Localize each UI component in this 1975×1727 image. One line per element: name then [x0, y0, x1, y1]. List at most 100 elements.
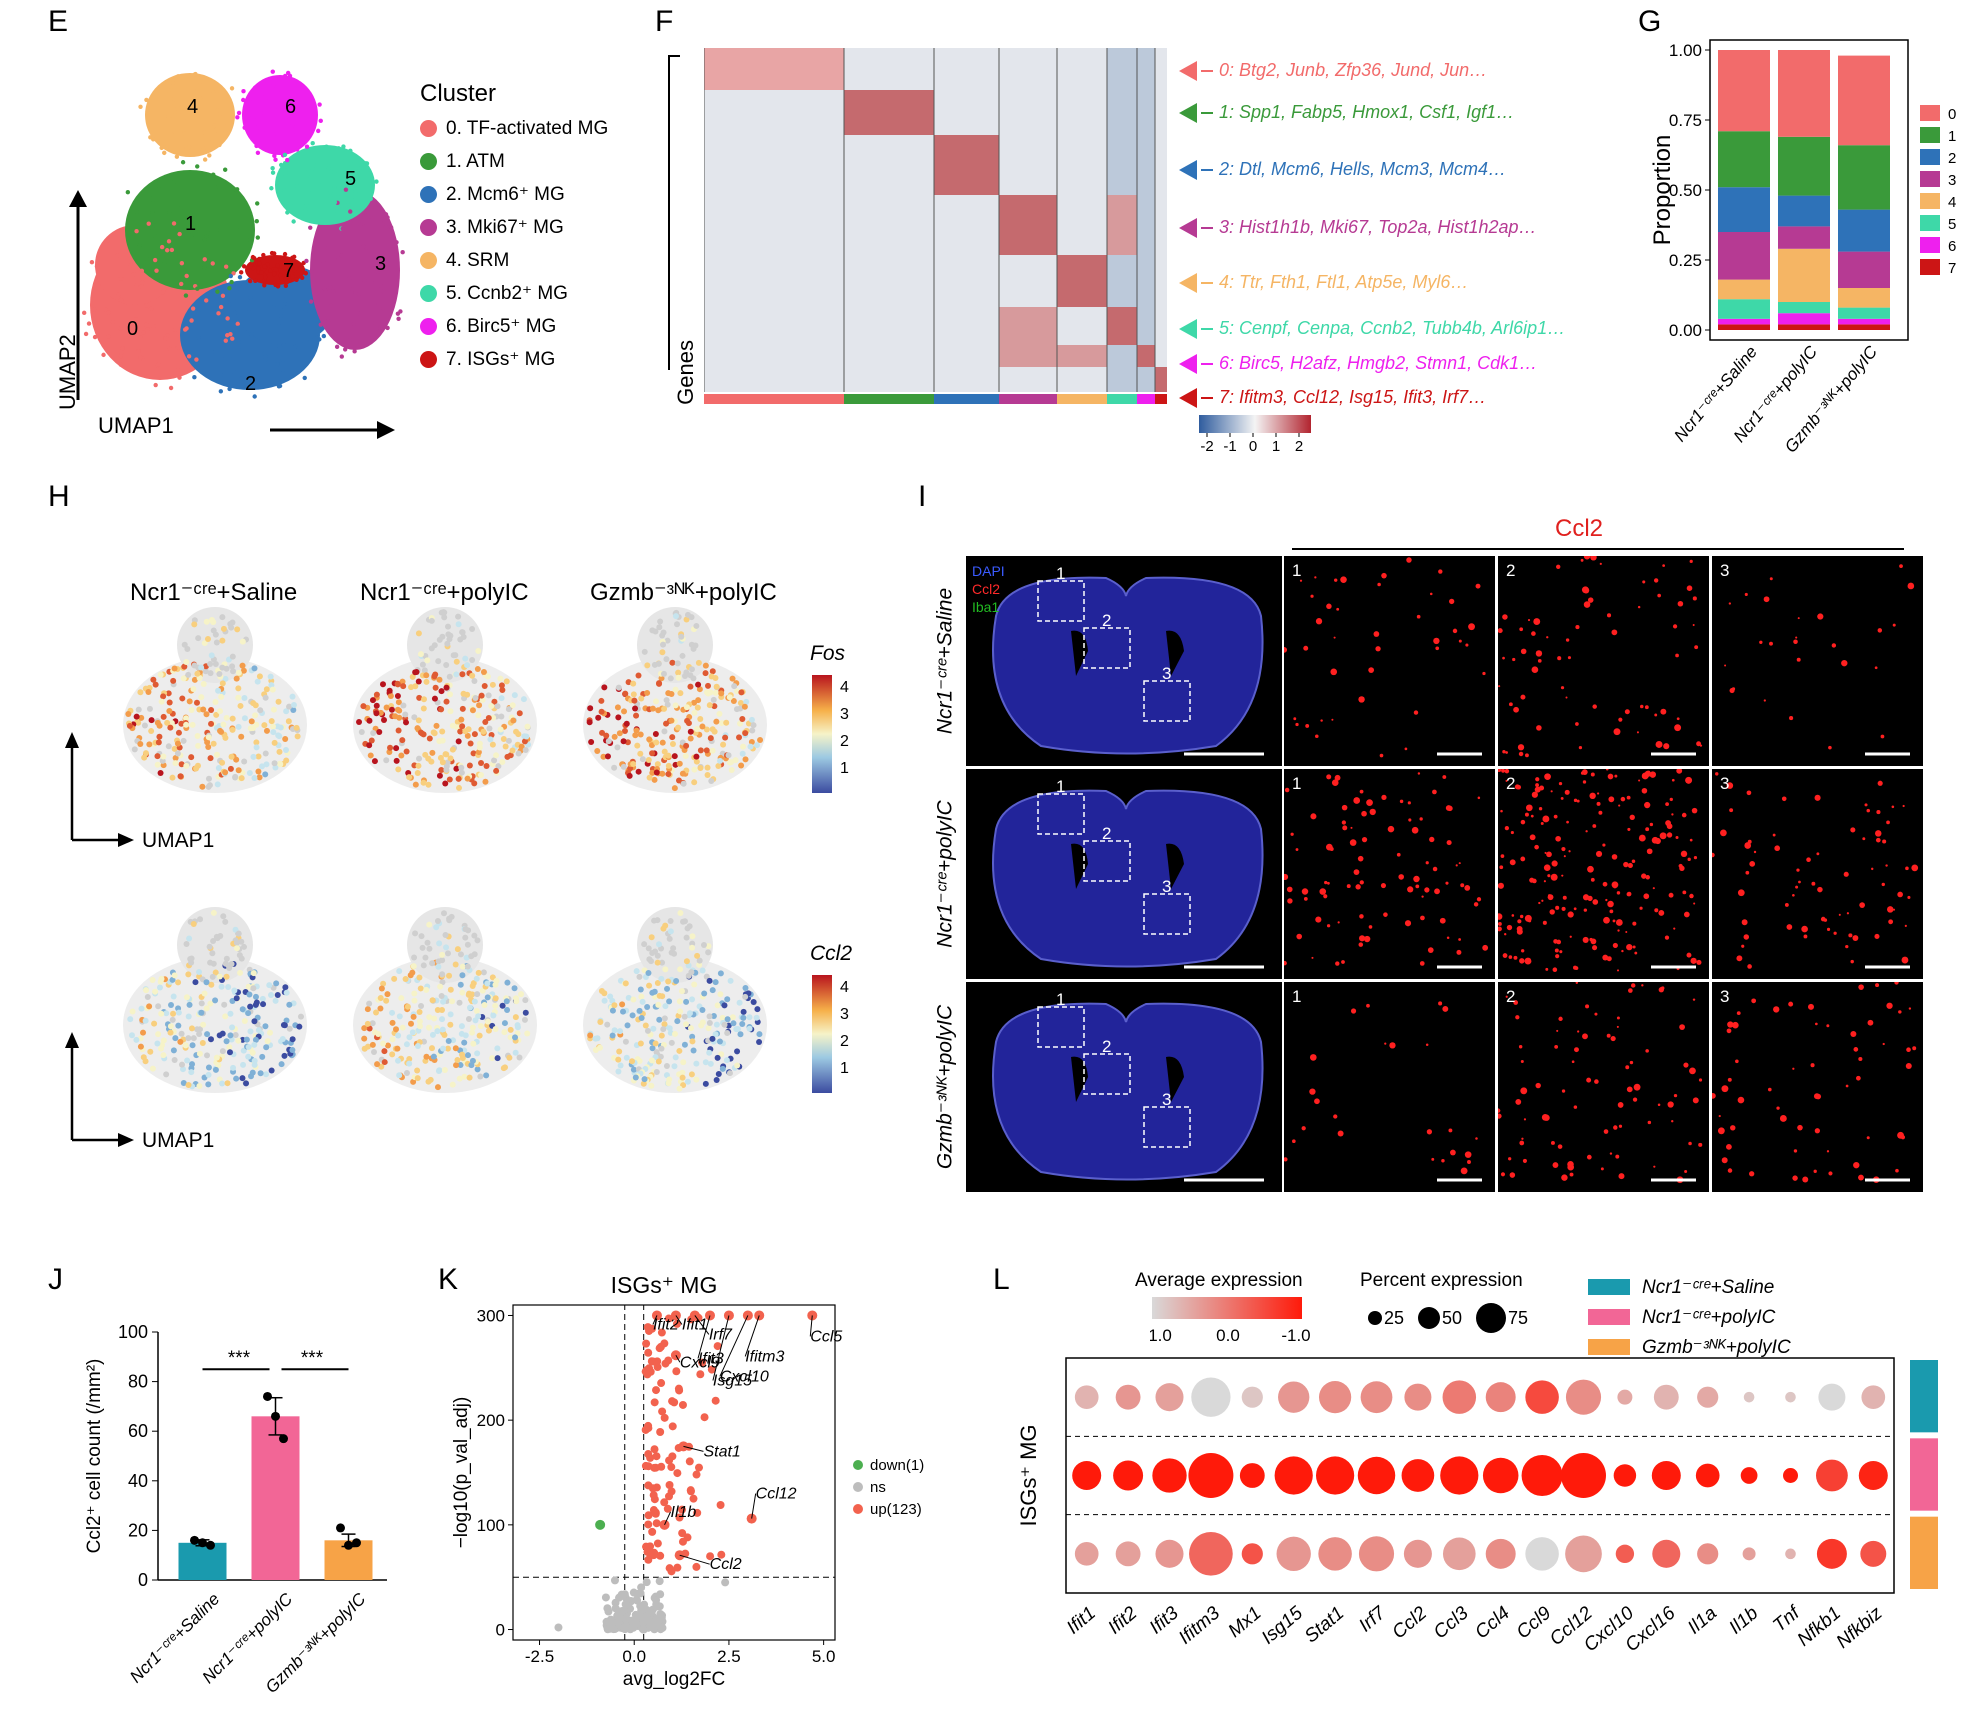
umap-cell: [512, 1034, 519, 1041]
umap-cell: [666, 1076, 673, 1083]
cluster-cell: [106, 334, 111, 339]
ccl2-signal: [1590, 556, 1597, 561]
umap-cell: [449, 722, 456, 729]
umap-cell: [462, 728, 469, 735]
umap-cell: [210, 627, 217, 634]
umap-cell: [748, 716, 755, 723]
umap-cell: [623, 1054, 630, 1061]
colorbar-tick-label: 2: [1295, 438, 1303, 455]
ccl2-signal: [1341, 804, 1348, 811]
umap-cell: [166, 699, 173, 706]
umap-cell: [653, 739, 660, 746]
ccl2-signal: [1404, 747, 1408, 751]
g-legend-label: 2: [1948, 150, 1956, 167]
cluster-cell: [249, 89, 255, 95]
umap-cell: [688, 1071, 695, 1078]
ccl2-signal: [1885, 864, 1888, 867]
umap-cell: [510, 717, 517, 724]
cluster-cell: [331, 288, 336, 294]
cluster-cell: [159, 244, 165, 250]
ccl2-signal: [1498, 913, 1503, 920]
umap-cell: [192, 979, 199, 986]
umap-cell: [667, 928, 674, 935]
ccl2-signal: [1498, 1113, 1502, 1119]
cluster-5-region: [275, 145, 375, 225]
cluster-cell: [214, 91, 220, 97]
umap-cell: [250, 970, 257, 977]
ventricle: [1071, 1056, 1088, 1102]
ccl2-signal: [1647, 1120, 1652, 1125]
umap-cell: [653, 1069, 660, 1076]
ccl2-signal: [1608, 796, 1615, 803]
cluster-cell: [372, 321, 378, 326]
umap-cell: [205, 743, 212, 750]
cluster-cell: [321, 260, 326, 265]
umap-cell: [622, 1038, 629, 1045]
umap-cell: [489, 681, 496, 688]
ccl2-signal: [1682, 890, 1687, 895]
umap-cell: [487, 736, 494, 743]
umap-cell: [490, 714, 497, 721]
svg-text:4: 4: [187, 96, 198, 118]
ccl2-signal: [1550, 1140, 1555, 1145]
svg-text:0: 0: [127, 318, 138, 340]
ccl2-signal: [1520, 819, 1526, 825]
heatmap-block: [1155, 90, 1167, 135]
umap-cell: [714, 1002, 721, 1009]
ventricle: [1071, 630, 1088, 676]
umap-cell: [465, 991, 472, 998]
umap-cell: [395, 766, 402, 773]
umap-cell: [679, 1074, 686, 1081]
umap-cell: [393, 1026, 400, 1033]
ccl2-signal: [1498, 769, 1502, 773]
umap-cell: [709, 726, 716, 733]
h-umap2-label: UMAP2: [60, 728, 63, 800]
k-title: ISGs⁺ MG: [611, 1272, 718, 1298]
ccl2-signal: [1515, 1015, 1520, 1020]
umap-cell: [364, 1043, 371, 1050]
umap-cell: [709, 987, 716, 994]
umap-cell: [644, 1003, 651, 1010]
cluster-cell: [394, 240, 399, 245]
cluster-cell: [156, 183, 162, 189]
umap-cell: [294, 733, 301, 740]
cluster-cell: [297, 213, 302, 218]
umap-cell: [684, 1078, 691, 1085]
umap-cell: [695, 659, 702, 666]
heatmap-block: [1107, 367, 1137, 392]
umap-cell: [617, 1028, 624, 1035]
cluster-legend-label: 4. SRM: [446, 249, 510, 271]
umap-cell: [468, 1062, 475, 1069]
umap-cell: [478, 692, 485, 699]
colorbar-tick-label: -2: [1200, 438, 1213, 455]
ccl2-signal: [1639, 704, 1644, 709]
l-dot: [1188, 1453, 1234, 1498]
cluster-cell: [308, 225, 313, 230]
ccl2-signal: [1726, 1028, 1732, 1034]
umap-cell: [268, 991, 275, 998]
heatmap-block: [1057, 135, 1107, 195]
umap-cell: [146, 705, 153, 712]
cluster-cell: [150, 210, 155, 215]
cluster-cell: [261, 252, 266, 258]
ccl2-signal: [1759, 640, 1763, 644]
ccl2-signal: [1583, 601, 1591, 608]
ccl2-signal: [1693, 902, 1696, 905]
umap-cell: [655, 1001, 662, 1008]
umap-cell: [718, 690, 725, 697]
k-up-point: [660, 1413, 669, 1422]
ccl2-signal: [1611, 854, 1618, 860]
umap-cell: [447, 708, 454, 715]
ccl2-inset-image: 2: [1497, 768, 1710, 980]
cluster-cell: [131, 272, 137, 277]
umap-cell: [403, 748, 410, 755]
umap-cell: [443, 684, 450, 691]
k-up-point: [678, 1400, 687, 1409]
cluster-cell: [236, 340, 242, 345]
ccl2-signal: [1696, 741, 1702, 747]
k-up-point: [644, 1348, 653, 1357]
cluster-cell: [314, 159, 320, 164]
cluster-cell: [101, 352, 106, 358]
ccl2-signal: [1653, 1165, 1656, 1168]
heatmap-gene-axis: [660, 50, 682, 420]
